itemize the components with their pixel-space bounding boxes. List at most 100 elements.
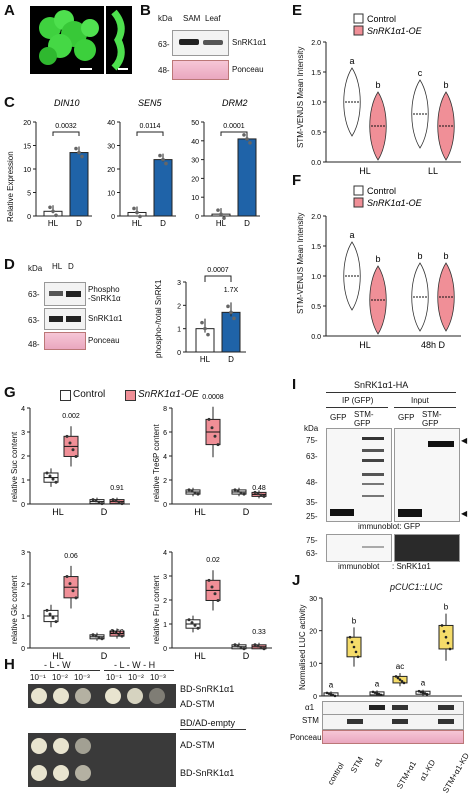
- fold-change: 1.7X: [224, 287, 239, 294]
- y-tick-label: 0: [163, 646, 167, 653]
- significance-letter: b: [417, 251, 422, 261]
- data-point: [352, 645, 356, 649]
- data-point: [117, 632, 121, 636]
- p-value: 0.33: [252, 629, 266, 636]
- p-value: 0.48: [252, 485, 266, 492]
- y-tick-label: 8: [163, 406, 167, 413]
- panel-label-c: C: [4, 94, 15, 111]
- data-point: [213, 434, 217, 438]
- yeast-spot: [53, 765, 69, 781]
- p-value: 0.002: [62, 413, 80, 420]
- data-point: [253, 490, 257, 494]
- yeast-spots: [31, 688, 165, 781]
- i-ip: IP (GFP): [342, 396, 374, 405]
- legend-swatch-control-g: [60, 390, 71, 401]
- gene-name: DIN10: [54, 98, 80, 108]
- i-ib2b: : SnRK1α1: [392, 562, 431, 571]
- j-blot-a1: [322, 701, 464, 715]
- y-tick-label: 4: [163, 454, 167, 461]
- h-row1b: AD-STM: [180, 699, 215, 709]
- dil-6: 10⁻³: [150, 673, 166, 682]
- arrow-bottom: ◀: [461, 509, 468, 518]
- panel-label-h: H: [4, 656, 15, 673]
- lane-gfp-in: GFP: [398, 413, 415, 422]
- y-tick-label: 20: [107, 167, 115, 174]
- x-tick-label: D: [243, 507, 250, 517]
- data-point: [54, 480, 58, 484]
- data-point: [232, 316, 236, 321]
- x-tick-label: D: [160, 219, 166, 228]
- panel-label-f: F: [292, 172, 302, 189]
- data-point: [444, 635, 448, 639]
- yeast-spot: [75, 688, 91, 704]
- x-tick-label: 48h D: [421, 340, 446, 350]
- data-point: [354, 650, 358, 654]
- y-tick-label: 0.0: [311, 160, 321, 167]
- data-point: [97, 500, 101, 504]
- y-tick-label: 40: [191, 139, 199, 146]
- data-point: [350, 640, 354, 644]
- mw-d1: 63-: [28, 290, 40, 299]
- x-tick-label: D: [101, 651, 108, 661]
- i-title-line: [326, 392, 456, 393]
- data-point: [196, 492, 200, 496]
- y-tick-label: 1.5: [311, 70, 321, 77]
- y-tick-label: 1.0: [311, 274, 321, 281]
- lane-hl-d: HL: [52, 262, 63, 271]
- x-tick-label: D: [243, 651, 250, 661]
- y-tick-label: 2: [177, 303, 181, 310]
- band-ponceau: Ponceau: [232, 65, 264, 74]
- data-point: [423, 692, 427, 695]
- panel-g-charts: 0 1 2 3 4 0.002 0.91 HL D 0 2 4 6 8 0.0008 0.48 HL D 0 1 2 3 0…: [21, 394, 272, 661]
- y-tick-label: 30: [191, 158, 199, 165]
- i-mw-35: 35-: [306, 498, 318, 507]
- x-tick-label: HL: [194, 507, 206, 517]
- y-tick-label: 3: [177, 280, 181, 287]
- data-point: [348, 635, 352, 639]
- y-tick-label: 4: [21, 406, 25, 413]
- band-ponceau-d: Ponceau: [88, 336, 120, 345]
- p-value: 0.0032: [55, 123, 77, 130]
- j-blot1: α1: [305, 703, 315, 712]
- significance-bracket: [136, 131, 164, 136]
- p-value: 0.91: [110, 485, 124, 492]
- y-tick-label: 5: [27, 191, 31, 198]
- significance-letter: a: [349, 230, 354, 240]
- lane-stm-ip: STM-GFP: [354, 410, 374, 428]
- legend-control: Control: [367, 14, 396, 24]
- data-point: [239, 645, 243, 649]
- data-point: [371, 690, 375, 694]
- data-point: [51, 209, 55, 214]
- y-tick-label: 20: [23, 120, 31, 127]
- data-point: [222, 216, 226, 220]
- y-tick-label: 15: [23, 144, 31, 151]
- data-point: [216, 443, 220, 447]
- data-point: [114, 631, 118, 635]
- data-point: [448, 647, 452, 651]
- data-point: [111, 629, 115, 633]
- ip-blot-snrk: [326, 534, 392, 562]
- data-point: [402, 681, 406, 685]
- input-blot-snrk: [394, 534, 460, 562]
- significance-bracket: [220, 131, 248, 136]
- dil-5: 10⁻²: [128, 673, 144, 682]
- band-phospho-b: -SnRK1α: [88, 294, 121, 303]
- data-point: [377, 692, 381, 696]
- data-point: [54, 213, 58, 218]
- band-phospho-a: Phospho: [88, 285, 120, 294]
- yeast-plate-2: [28, 733, 176, 787]
- data-point: [68, 582, 72, 586]
- data-point: [242, 647, 246, 651]
- data-point: [91, 498, 95, 502]
- data-point: [114, 499, 118, 503]
- y-tick-label: 0: [163, 502, 167, 509]
- yeast-plate-1: [28, 684, 176, 708]
- dil-4: 10⁻¹: [106, 673, 122, 682]
- y-tick-label: 2: [163, 598, 167, 605]
- legend-swatch-control: [353, 185, 364, 196]
- data-point: [242, 133, 246, 137]
- data-point: [396, 676, 400, 680]
- data-point: [97, 635, 101, 639]
- legend-swatch-oe: [353, 25, 364, 36]
- mw-48: 48-: [158, 66, 170, 75]
